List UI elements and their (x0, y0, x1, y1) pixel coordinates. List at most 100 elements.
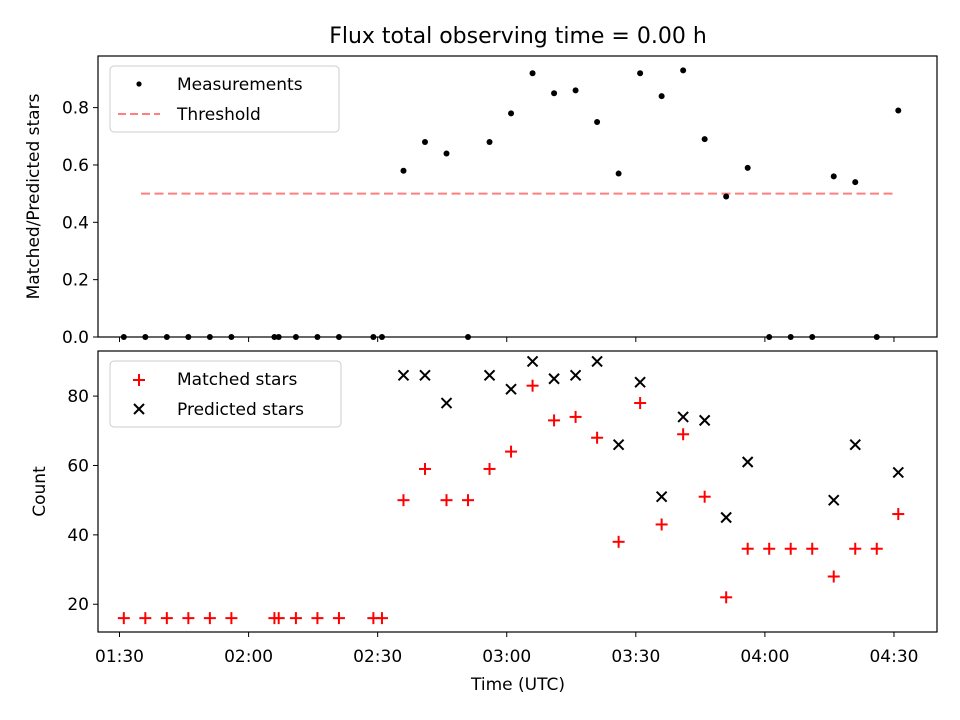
top-y-tick-label: 0.2 (62, 271, 89, 291)
predicted-star-stroke (505, 383, 517, 395)
predicted-star-stroke (419, 369, 431, 381)
predicted-star-point (634, 376, 646, 388)
matched-star-point (741, 542, 754, 555)
top-chart-title: Flux total observing time = 0.00 h (329, 24, 707, 49)
predicted-star-stroke (591, 355, 603, 368)
matched-star-point (591, 431, 604, 444)
bottom-x-axis-label: Time (UTC) (470, 675, 565, 695)
measurement-point (744, 164, 751, 171)
matched-star-point (375, 612, 388, 625)
matched-star-point (677, 428, 690, 441)
matched-star-point (526, 379, 539, 392)
bottom-y-tick-label: 20 (67, 595, 89, 615)
matched-star-point (827, 570, 840, 583)
predicted-star-stroke (677, 411, 689, 423)
measurement-point (508, 110, 515, 117)
matched-star-point (698, 490, 711, 503)
bottom-y-tick-label: 40 (67, 526, 89, 546)
predicted-star-point (569, 369, 582, 381)
legend-threshold-label: Threshold (176, 105, 261, 125)
top-y-axis-label: Matched/Predicted stars (24, 93, 44, 299)
matched-star-point (655, 518, 668, 531)
bottom-y-axis-ticks: 20 40 60 80 (67, 387, 98, 615)
predicted-star-stroke (720, 511, 732, 524)
measurement-point (443, 150, 450, 157)
matched-star-point (849, 542, 862, 555)
measurement-point (701, 136, 708, 143)
matched-star-point (289, 612, 302, 625)
predicted-star-point (720, 511, 732, 524)
measurement-point (680, 67, 687, 74)
matched-star-point (182, 612, 195, 625)
predicted-star-stroke (548, 373, 560, 385)
top-plot-frame (97, 55, 938, 338)
matched-star-point (784, 542, 797, 555)
bottom-legend-box (109, 360, 342, 428)
measurement-point (895, 107, 902, 114)
predicted-star-point (677, 411, 689, 423)
predicted-star-point (591, 355, 603, 368)
matched-star-point (139, 612, 152, 625)
legend-measurements-label: Measurements (177, 75, 303, 95)
predicted-star-point (440, 397, 453, 409)
matched-star-point (806, 542, 819, 555)
measurement-point (529, 70, 536, 77)
predicted-star-point (505, 383, 517, 395)
matched-star-point (763, 542, 776, 555)
top-y-tick-label: 0.0 (62, 328, 89, 348)
matched-star-point (548, 414, 561, 427)
predicted-star-stroke (526, 355, 539, 368)
predicted-star-stroke (440, 397, 453, 409)
legend-matched-label: Matched stars (177, 370, 297, 390)
matched-star-point (160, 612, 173, 625)
matched-star-point (117, 612, 130, 625)
predicted-star-point (526, 355, 539, 368)
predicted-star-point (483, 369, 496, 381)
top-y-tick-label: 0.6 (62, 156, 89, 176)
predicted-star-point (698, 414, 711, 427)
bottom-y-tick-label: 60 (67, 456, 89, 476)
predicted-star-point (741, 456, 754, 468)
measurement-point (723, 193, 730, 200)
top-y-tick-label: 0.8 (62, 99, 89, 119)
matched-star-point (612, 535, 625, 548)
measurement-point (421, 139, 428, 146)
predicted-star-point (612, 438, 625, 451)
predicted-star-point (655, 490, 668, 503)
bottom-x-tick-label: 03:00 (482, 647, 531, 667)
matched-star-point (870, 542, 883, 555)
matched-star-point (332, 612, 345, 625)
predicted-star-point (828, 494, 840, 506)
predicted-star-stroke (741, 456, 754, 468)
bottom-y-axis-label: Count (30, 466, 50, 517)
measurement-point (572, 87, 579, 94)
top-legend: Measurements Threshold (109, 65, 340, 133)
top-chart: Flux total observing time = 0.00 h 0.0 0.… (24, 24, 938, 348)
measurement-point (594, 118, 601, 125)
predicted-star-stroke (698, 414, 711, 427)
predicted-star-stroke (483, 369, 496, 381)
matched-stars-series (117, 379, 905, 625)
bottom-x-tick-label: 01:30 (95, 647, 144, 667)
measurement-point (615, 170, 622, 177)
matched-star-point (440, 494, 453, 507)
matched-star-point (483, 462, 496, 475)
measurement-point (830, 173, 837, 180)
predicted-star-point (849, 438, 861, 451)
measurement-point (551, 90, 558, 97)
top-y-tick-label: 0.4 (62, 213, 89, 233)
matched-star-point (462, 494, 475, 507)
matched-star-point (505, 445, 518, 458)
measurement-point (400, 167, 407, 174)
predicted-star-point (548, 373, 560, 385)
bottom-x-tick-label: 02:00 (224, 647, 273, 667)
predicted-star-stroke (892, 466, 904, 479)
predicted-stars-series (397, 355, 904, 524)
bottom-x-tick-label: 03:30 (611, 647, 660, 667)
matched-star-point (634, 397, 647, 410)
matched-star-point (225, 612, 238, 625)
top-x-axis-ticks (119, 337, 895, 342)
predicted-star-stroke (828, 494, 840, 506)
measurement-point (637, 70, 644, 77)
